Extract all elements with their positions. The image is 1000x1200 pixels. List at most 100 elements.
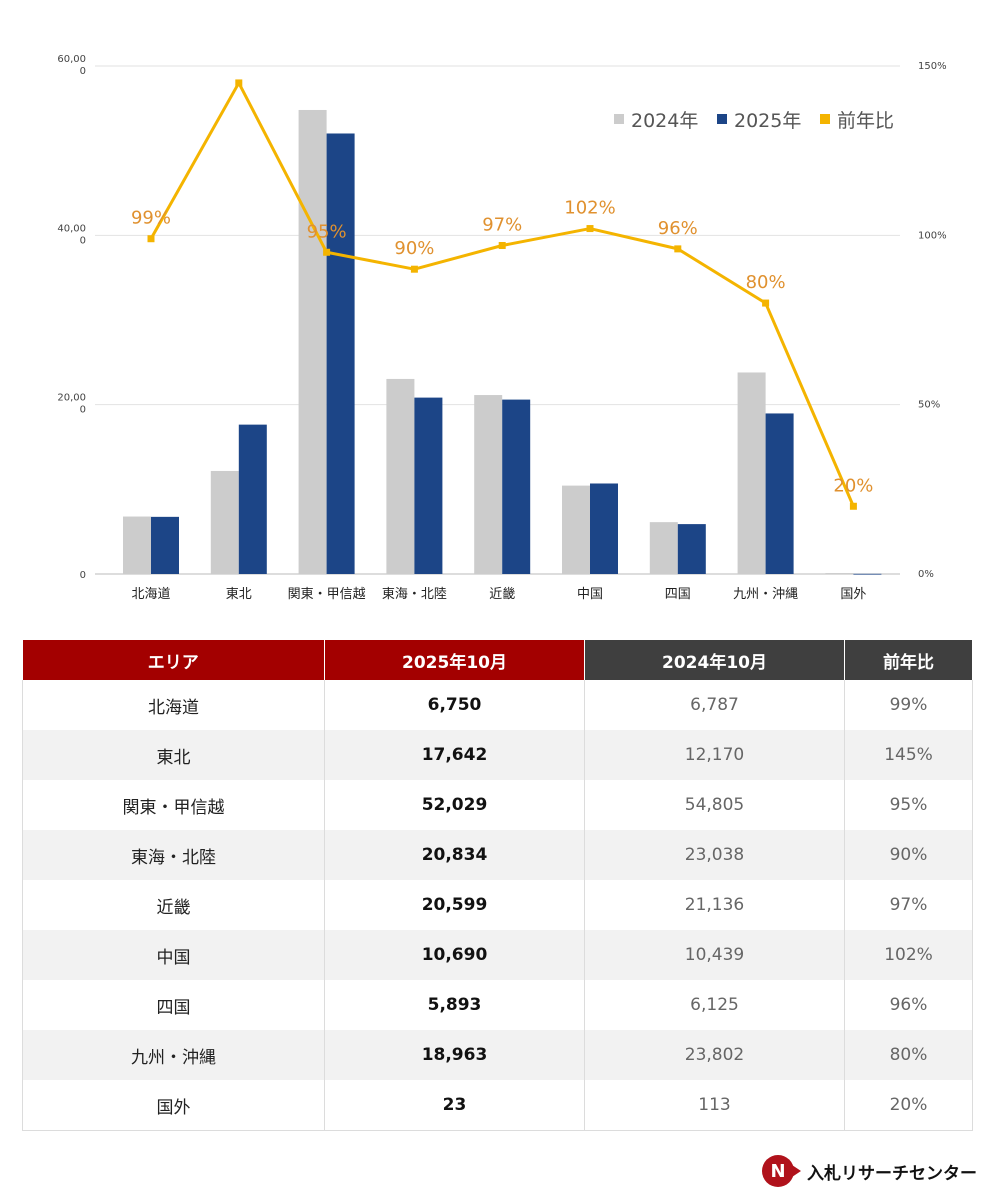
- cell-area: 近畿: [22, 880, 325, 930]
- table-row: 近畿 20,599 21,136 97%: [22, 880, 973, 930]
- legend-swatch: [717, 114, 727, 124]
- cell-area: 関東・甲信越: [22, 780, 325, 830]
- category-axis: 北海道 東北 関東・甲信越 東海・北陸 近畿 中国 四国 九州・沖縄 国外: [131, 586, 866, 602]
- ratio-point: [849, 502, 857, 510]
- cell-ratio: 102%: [844, 930, 973, 980]
- ratio-data-label: 102%: [564, 198, 615, 219]
- table-row: 中国 10,690 10,439 102%: [22, 930, 973, 980]
- bar-2025: [502, 399, 531, 574]
- right-tick-label: 150%: [918, 61, 947, 72]
- right-axis: 0% 50% 100% 150%: [918, 61, 947, 580]
- cell-area: 東海・北陸: [22, 830, 325, 880]
- right-tick-label: 50%: [918, 400, 940, 411]
- ratio-point: [498, 241, 506, 249]
- cell-2024: 23,038: [584, 830, 845, 880]
- cell-area: 中国: [22, 930, 325, 980]
- ratio-data-label: 97%: [482, 214, 522, 235]
- left-tick-label: 20,00 0: [57, 393, 86, 416]
- bar-2025: [765, 413, 794, 574]
- bar-2025: [677, 524, 706, 574]
- bar-2024: [737, 372, 766, 574]
- cell-2025: 5,893: [324, 980, 585, 1030]
- ratio-point: [586, 225, 594, 233]
- cell-2024: 12,170: [584, 730, 845, 780]
- cell-area: 九州・沖縄: [22, 1030, 325, 1080]
- cell-ratio: 95%: [844, 780, 973, 830]
- category-label: 北海道: [131, 587, 170, 602]
- cell-2025: 20,834: [324, 830, 585, 880]
- header-ratio: 前年比: [844, 640, 973, 680]
- left-tick-label: 60,00 0: [57, 54, 86, 77]
- logo-mark-icon: N: [762, 1155, 794, 1187]
- table-row: 九州・沖縄 18,963 23,802 80%: [22, 1030, 973, 1080]
- cell-area: 四国: [22, 980, 325, 1030]
- cell-2024: 10,439: [584, 930, 845, 980]
- cell-2024: 113: [584, 1080, 845, 1131]
- cell-2025: 18,963: [324, 1030, 585, 1080]
- bar-2025: [853, 573, 882, 575]
- cell-2024: 54,805: [584, 780, 845, 830]
- category-label: 東海・北陸: [382, 586, 447, 602]
- legend-label: 2024年: [631, 110, 698, 132]
- right-tick-label: 100%: [918, 230, 947, 241]
- cell-2025: 6,750: [324, 680, 585, 730]
- ratio-data-label: 99%: [131, 208, 171, 229]
- bar-2024: [298, 109, 327, 574]
- bar-2025: [590, 483, 618, 574]
- table-row: 国外 23 113 20%: [22, 1080, 973, 1131]
- cell-ratio: 145%: [844, 730, 973, 780]
- category-label: 中国: [577, 587, 603, 602]
- legend-swatch: [820, 114, 830, 124]
- header-2024: 2024年10月: [584, 640, 845, 680]
- ratio-point: [410, 265, 418, 273]
- cell-area: 北海道: [22, 680, 325, 730]
- cell-area: 東北: [22, 730, 325, 780]
- cell-ratio: 80%: [844, 1030, 973, 1080]
- legend-label: 2025年: [734, 110, 801, 132]
- category-label: 東北: [226, 586, 252, 602]
- header-2025: 2025年10月: [324, 640, 585, 680]
- cell-ratio: 96%: [844, 980, 973, 1030]
- ratio-data-label: 20%: [833, 475, 873, 496]
- category-label: 関東・甲信越: [288, 586, 366, 602]
- logo-text: 入札リサーチセンター: [807, 1163, 977, 1184]
- bar-2024: [562, 485, 590, 574]
- table-row: 四国 5,893 6,125 96%: [22, 980, 973, 1030]
- cell-2024: 23,802: [584, 1030, 845, 1080]
- cell-ratio: 97%: [844, 880, 973, 930]
- bars: [123, 109, 882, 575]
- cell-2025: 23: [324, 1080, 585, 1131]
- cell-2025: 17,642: [324, 730, 585, 780]
- bar-2024: [386, 378, 415, 574]
- cell-ratio: 99%: [844, 680, 973, 730]
- cell-2024: 6,787: [584, 680, 845, 730]
- cell-2025: 52,029: [324, 780, 585, 830]
- combo-chart: 0 20,00 0 40,00 0 60,00 0 0% 50% 100% 150% 99% 95%…: [57, 54, 947, 602]
- left-tick-label: 40,00 0: [57, 223, 86, 246]
- legend-swatch: [614, 114, 624, 124]
- bar-2025: [414, 397, 443, 574]
- cell-area: 国外: [22, 1080, 325, 1131]
- ratio-data-label: 80%: [746, 272, 786, 293]
- cell-ratio: 20%: [844, 1080, 973, 1131]
- ratio-point: [235, 79, 243, 87]
- legend-label: 前年比: [837, 110, 894, 132]
- table-row: 東北 17,642 12,170 145%: [22, 730, 973, 780]
- category-label: 国外: [840, 587, 866, 602]
- logo-arrow-icon: [792, 1165, 801, 1177]
- ratio-point: [674, 245, 682, 253]
- category-label: 四国: [665, 587, 691, 602]
- header-area: エリア: [22, 640, 325, 680]
- cell-ratio: 90%: [844, 830, 973, 880]
- bar-2025: [326, 133, 355, 574]
- cell-2024: 6,125: [584, 980, 845, 1030]
- category-label: 九州・沖縄: [733, 587, 798, 602]
- ratio-point: [147, 235, 155, 243]
- ratio-data-label: 95%: [307, 221, 347, 242]
- logo: N 入札リサーチセンター: [762, 1154, 977, 1188]
- table-row: 北海道 6,750 6,787 99%: [22, 680, 973, 730]
- left-tick-label: 0: [80, 570, 86, 581]
- area-table: エリア 2025年10月 2024年10月 前年比 北海道 6,750 6,787 9…: [22, 640, 973, 1131]
- left-axis: 0 20,00 0 40,00 0 60,00 0: [57, 54, 86, 581]
- bar-2025: [238, 424, 267, 574]
